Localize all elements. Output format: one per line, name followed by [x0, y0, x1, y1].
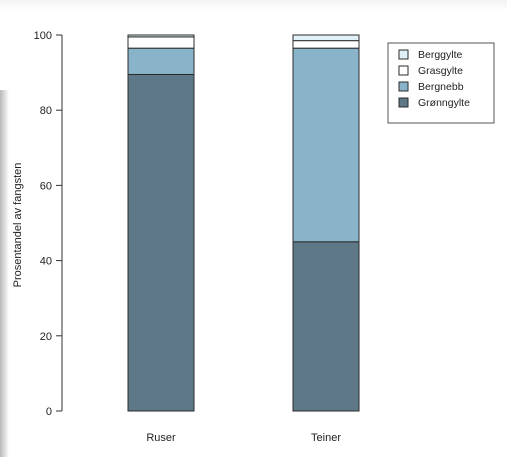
legend-label: Berggylte: [418, 49, 463, 61]
y-tick-label: 80: [40, 105, 52, 117]
bars: [127, 34, 360, 412]
top-edge-shade: [0, 0, 507, 10]
legend-label: Bergnebb: [418, 81, 464, 93]
x-tick-label: Ruser: [146, 432, 176, 444]
bar-segment-teiner-2: [292, 40, 360, 49]
left-edge-shade: [0, 90, 9, 457]
bar-segment-ruser-1: [127, 47, 195, 75]
legend-swatch: [398, 65, 409, 76]
y-axis-title: Prosentandel av fangsten: [12, 163, 24, 288]
legend-swatch: [398, 97, 409, 108]
y-tick-label: 20: [40, 331, 52, 343]
bar-segment-teiner-1: [292, 47, 360, 243]
bar-segment-teiner-3: [292, 34, 360, 42]
y-tick-label: 60: [40, 180, 52, 192]
legend-label: Grønngylte: [418, 97, 470, 109]
y-axis: 0 20 40 60 80 100: [34, 30, 63, 418]
legend-swatch: [398, 49, 409, 60]
legend-label: Grasgylte: [418, 65, 463, 77]
y-tick-label: 0: [46, 406, 52, 418]
y-tick-label: 100: [34, 30, 52, 42]
bar-segment-teiner-0: [292, 241, 360, 412]
bar-segment-ruser-3: [127, 34, 195, 38]
y-tick-label: 40: [40, 256, 52, 268]
bar-segment-ruser-2: [127, 36, 195, 49]
x-tick-label: Teiner: [311, 432, 341, 444]
x-axis-labels: Ruser Teiner: [146, 432, 341, 444]
legend-swatch: [398, 81, 409, 92]
legend: Berggylte Grasgylte Bergnebb Grønngylte: [387, 42, 495, 124]
bar-segment-ruser-0: [127, 73, 195, 412]
